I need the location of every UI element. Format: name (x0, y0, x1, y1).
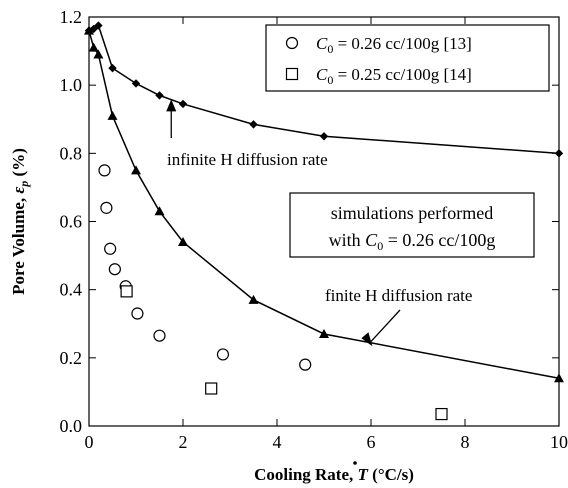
legend-marker (285, 67, 299, 81)
annotations: infinite H diffusion rate finite H diffus… (166, 99, 535, 347)
series-0 (84, 21, 564, 158)
y-axis-title: Pore Volume, εp (%) (9, 148, 31, 295)
annotation-finite-arrow (369, 309, 401, 343)
data-point (248, 294, 259, 304)
y-tick-label: 0.0 (60, 416, 83, 436)
x-tick-label: 8 (461, 432, 470, 452)
data-point (120, 285, 133, 298)
data-point (319, 328, 329, 338)
data-point (88, 42, 99, 52)
data-point (93, 49, 104, 59)
data-point (435, 407, 448, 421)
legend-label: C0 = 0.25 cc/100g [14] (316, 65, 472, 87)
y-tick-label: 1.2 (60, 7, 83, 27)
annotation-infinite-label: infinite H diffusion rate (167, 150, 328, 169)
x-axis-title-dot (353, 461, 357, 465)
data-point (108, 63, 117, 73)
data-point (100, 201, 113, 214)
data-point (155, 91, 164, 100)
series-3 (120, 285, 448, 421)
data-point (249, 120, 258, 129)
y-tick-label: 1.0 (60, 75, 83, 95)
data-point (107, 110, 118, 120)
x-tick-label: 6 (367, 432, 376, 452)
data-point (178, 99, 188, 109)
legend: C0 = 0.26 cc/100g [13] C0 = 0.25 cc/100g … (265, 24, 550, 92)
data-point (108, 263, 121, 276)
y-tick-label: 0.6 (60, 212, 83, 232)
x-tick-label: 10 (550, 432, 568, 452)
x-axis-title: Cooling Rate, T (°C/s) (254, 465, 414, 484)
data-point (98, 164, 111, 177)
y-tick-label: 0.4 (60, 280, 83, 300)
y-tick-label: 0.2 (60, 348, 83, 368)
annotation-infinite-arrowhead (166, 99, 177, 112)
data-point (131, 165, 141, 175)
x-tick-label: 0 (85, 432, 94, 452)
chart-axes (88, 16, 560, 427)
data-point (131, 79, 141, 88)
x-tick-label: 4 (273, 432, 282, 452)
annotation-finite-arrowhead (361, 332, 373, 347)
data-point (104, 242, 117, 255)
data-point (319, 132, 329, 141)
data-point (154, 206, 165, 216)
data-point (205, 382, 218, 395)
data-point (216, 348, 230, 361)
data-point (299, 358, 312, 371)
legend-marker (285, 36, 299, 50)
data-point (153, 329, 166, 342)
annotation-sim-line1: simulations performed (331, 203, 493, 223)
annotation-finite-label: finite H diffusion rate (325, 286, 472, 305)
annotation-sim-box (289, 192, 535, 258)
annotation-sim-line2: with C0 = 0.26 cc/100g (329, 230, 496, 253)
data-point (131, 307, 144, 320)
y-tick-label: 0.8 (60, 143, 83, 163)
data-point (178, 236, 188, 246)
series-2 (98, 164, 312, 371)
legend-label: C0 = 0.26 cc/100g [13] (316, 34, 472, 56)
x-tick-label: 2 (179, 432, 188, 452)
legend-box (265, 24, 550, 92)
chart-labels: 0 2 4 6 8 10 0.0 0.2 0.4 0.6 0.8 1.0 1.2 Cooling Rate… (9, 7, 568, 484)
data-point (94, 21, 103, 30)
